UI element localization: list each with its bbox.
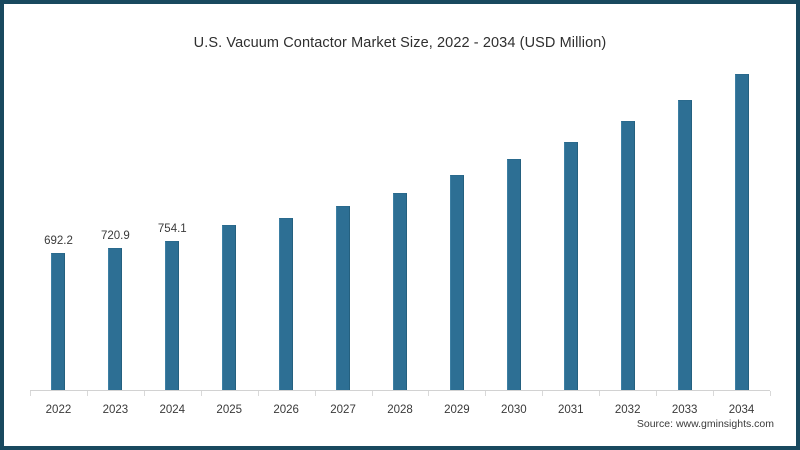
bar[interactable]: [734, 74, 749, 390]
bar[interactable]: [506, 159, 521, 390]
bar[interactable]: [108, 247, 123, 390]
x-axis-label: 2029: [444, 404, 470, 416]
bar-slot: [601, 64, 655, 390]
x-axis-label: 2034: [728, 404, 755, 416]
axis-tick: [485, 391, 487, 396]
source-note: Source: www.gminsights.com: [636, 418, 774, 430]
axis-tick: [86, 391, 88, 396]
x-axis-label: 2033: [671, 404, 698, 416]
bar[interactable]: [620, 121, 635, 390]
bar-slot: [202, 64, 256, 390]
x-axis-label: 2023: [102, 404, 129, 416]
plot-area: 692.2 720.9 754.1 2022 2023 2024 2025 2026 2027…: [30, 64, 771, 416]
x-axis-label: 2030: [501, 404, 527, 416]
x-axis-label: 2024: [159, 404, 186, 416]
axis-tick: [371, 391, 373, 396]
bar-slot: [487, 64, 541, 390]
axis-tick: [200, 391, 202, 396]
x-axis-line: [30, 390, 770, 391]
axis-tick: [599, 391, 601, 396]
axis-tick: [656, 391, 658, 396]
bar[interactable]: [393, 192, 407, 390]
bar-slot: [658, 64, 712, 390]
bar-slot: 720.9: [88, 64, 142, 390]
axis-tick: [542, 391, 544, 396]
x-axis-label: 2032: [614, 404, 641, 416]
bar[interactable]: [222, 225, 237, 390]
x-axis-label: 2025: [216, 404, 243, 416]
bar-slot: 692.2: [31, 64, 85, 390]
bar-slot: [259, 64, 313, 390]
bar[interactable]: [449, 175, 464, 390]
bar-slot: 754.1: [145, 64, 199, 390]
bar-slot: [544, 64, 598, 390]
x-axis-label: 2027: [330, 404, 356, 416]
x-axis-label: 2031: [557, 404, 584, 416]
axis-tick: [713, 391, 715, 396]
bar-slot: [430, 64, 484, 390]
bar[interactable]: [165, 241, 180, 390]
bar[interactable]: [336, 205, 351, 390]
axis-tick: [314, 391, 316, 396]
bar[interactable]: [51, 253, 66, 390]
bar-value-label: 692.2: [44, 235, 73, 248]
bar[interactable]: [279, 218, 294, 390]
bar-slot: [373, 64, 427, 390]
bar-value-label: 754.1: [157, 223, 187, 236]
x-axis-label: 2028: [387, 404, 413, 416]
axis-tick: [30, 391, 31, 396]
x-axis-label: 2022: [45, 404, 72, 416]
axis-tick: [428, 391, 430, 396]
bar[interactable]: [563, 142, 578, 390]
bar-slot: [715, 64, 769, 390]
chart-title: U.S. Vacuum Contactor Market Size, 2022 …: [193, 35, 607, 51]
bar[interactable]: [677, 99, 692, 390]
bar-slot: [316, 64, 370, 390]
axis-tick: [257, 391, 259, 396]
bar-value-label: 720.9: [100, 229, 130, 242]
x-axis-label: 2026: [273, 404, 299, 416]
axis-tick: [770, 391, 771, 396]
axis-tick: [143, 391, 145, 396]
